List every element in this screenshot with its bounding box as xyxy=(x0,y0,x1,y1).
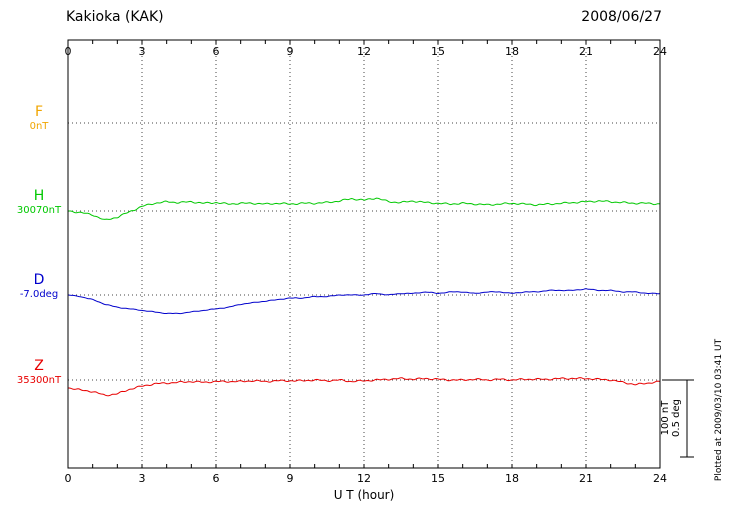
series-baseline-H: 30070nT xyxy=(16,205,62,216)
series-label-Z: Z 35300nT xyxy=(6,358,72,387)
series-baseline-Z: 35300nT xyxy=(16,375,62,386)
scale-bar-label: 100 nT 0.5 deg xyxy=(660,399,682,437)
x-tick-label-bottom: 18 xyxy=(505,472,519,485)
series-label-D: D -7.0deg xyxy=(6,272,72,301)
trace-D xyxy=(67,288,661,315)
series-letter-H: H xyxy=(33,188,45,204)
series-letter-D: D xyxy=(33,272,45,288)
trace-Z xyxy=(68,377,661,397)
x-tick-label-bottom: 0 xyxy=(65,472,72,485)
series-letter-F: F xyxy=(34,104,44,120)
x-tick-label-top: 12 xyxy=(357,45,371,58)
x-tick-label-bottom: 15 xyxy=(431,472,445,485)
x-tick-label-bottom: 12 xyxy=(357,472,371,485)
series-label-F: F 0nT xyxy=(6,104,72,133)
x-tick-label-bottom: 24 xyxy=(653,472,667,485)
x-tick-label-bottom: 3 xyxy=(139,472,146,485)
x-axis-label: U T (hour) xyxy=(333,488,395,502)
scale-bar-label-nt: 100 nT xyxy=(660,400,671,436)
series-label-H: H 30070nT xyxy=(6,188,72,217)
series-baseline-D: -7.0deg xyxy=(19,289,59,300)
plotted-at-label: Plotted at 2009/03/10 03:41 UT xyxy=(714,338,724,482)
x-tick-label-bottom: 9 xyxy=(287,472,294,485)
x-tick-label-top: 6 xyxy=(213,45,220,58)
x-tick-label-top: 3 xyxy=(139,45,146,58)
x-tick-label-top: 21 xyxy=(579,45,593,58)
plot-date: 2008/06/27 xyxy=(581,9,662,25)
x-tick-label-bottom: 6 xyxy=(213,472,220,485)
scale-bar-label-deg: 0.5 deg xyxy=(671,399,682,437)
series-letter-Z: Z xyxy=(34,358,44,374)
trace-H xyxy=(67,197,661,220)
x-tick-label-top: 9 xyxy=(287,45,294,58)
plot-frame xyxy=(67,39,661,469)
x-tick-label-bottom: 21 xyxy=(579,472,593,485)
x-tick-label-top: 15 xyxy=(431,45,445,58)
x-tick-label-top: 18 xyxy=(505,45,519,58)
series-baseline-F: 0nT xyxy=(29,121,49,132)
plot-title: Kakioka (KAK) xyxy=(66,9,164,25)
